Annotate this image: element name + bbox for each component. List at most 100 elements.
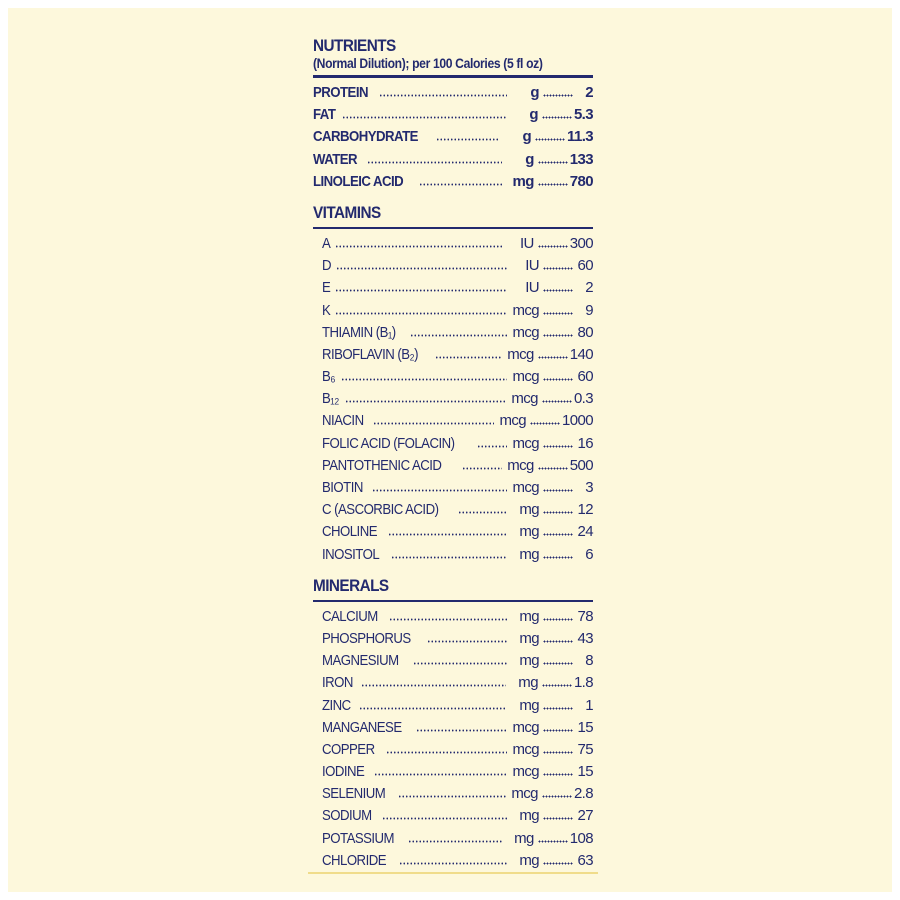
dot-leader [407,832,502,843]
unit: IU [525,257,539,275]
nutrient-row: C (ASCORBIC ACID) mg 12 [313,501,594,523]
dot-leader [543,610,573,621]
nutrient-row: NIACIN mcg 1000 [313,412,594,434]
amount: 780 [569,172,594,190]
amount: 5.3 [573,106,594,124]
title: NUTRIENTS [313,36,396,55]
nutrient-name: POTASSIUM [322,829,395,847]
dot-leader [340,371,507,382]
dot-leader [335,304,507,315]
dot-leader [426,632,507,643]
amount: 60 [577,257,594,275]
amount: 0.3 [573,390,594,408]
nutrient-row: CHLORIDE mg 63 [313,851,594,874]
dot-leader [385,743,507,754]
nutrient-row: CALCIUM mg 78 [313,607,594,630]
amount: 27 [577,807,594,825]
nutrient-name: CHLORIDE [322,851,387,869]
nutrient-name: LINOLEIC ACID [313,172,404,190]
dot-leader [543,854,573,865]
amount: 8 [585,652,593,670]
nutrient-row: D IU 60 [313,257,594,279]
section-title: VITAMINS [313,202,381,222]
amount: 133 [569,150,594,168]
unit: mcg [511,785,538,803]
nutrient-name: SELENIUM [322,785,386,803]
dot-leader [389,610,507,621]
dot-leader [537,832,568,843]
nutrient-name: NIACIN [322,412,364,430]
nutrient-name: ZINC [322,696,351,714]
amount: 43 [577,629,594,647]
amount: 9 [585,301,593,319]
dot-leader [419,175,502,186]
nutrient-name: B₁₂ [322,390,339,408]
nutrient-name: C (ASCORBIC ACID) [322,501,439,519]
unit: mcg [512,479,539,496]
nutrient-row: MAGNESIUM mg 8 [313,652,594,674]
nutrient-name: THIAMIN (B₁) [322,323,396,341]
nutrient-row: B₁₂ mcg 0.3 [313,390,594,412]
nutrient-row: SODIUM mg 27 [313,807,594,829]
amount: 3 [585,479,593,496]
amount: 140 [569,345,594,363]
amount: 63 [577,851,594,869]
nutrient-row: RIBOFLAVIN (B₂) mcg 140 [313,345,594,368]
dot-leader [416,721,507,732]
nutrient-row: A IU 300 [313,235,594,257]
unit: mg [519,607,539,625]
nutrient-row: INOSITOL mg 6 [313,545,594,568]
unit: mg [519,523,539,541]
amount: 15 [577,763,594,781]
unit: IU [525,279,539,297]
nutrient-name: PHOSPHORUS [322,629,411,647]
subtitle: (Normal Dilution); per 100 Calories (5 f… [313,56,543,71]
background: NUTRIENTS (Normal Dilution); per 100 Cal… [8,8,892,892]
unit: mg [519,501,539,519]
nutrient-name: RIBOFLAVIN (B₂) [322,345,419,363]
dot-leader [435,348,502,359]
dot-leader [409,326,507,337]
dot-leader [543,548,573,559]
dot-leader [543,282,573,293]
dot-leader [382,810,507,821]
nutrient-row: POTASSIUM mg 108 [313,829,594,852]
dot-leader [458,504,507,515]
amount: 108 [569,829,594,847]
unit: g [529,106,538,124]
amount: 75 [577,740,594,758]
unit: mg [519,545,539,563]
dot-leader [374,766,507,777]
dot-leader [541,788,572,799]
dot-leader [543,721,573,732]
nutrient-row: THIAMIN (B₁) mcg 80 [313,323,594,346]
unit: mg [519,851,539,869]
amount: 1.8 [573,674,594,692]
rule [313,75,593,78]
unit: g [530,84,539,101]
unit: mg [514,829,534,847]
dot-leader [543,371,573,382]
dot-leader [476,437,507,448]
dot-leader [535,131,566,142]
dot-leader [361,677,506,688]
nutrient-name: WATER [313,150,358,168]
dot-leader [543,326,573,337]
dot-leader [543,260,573,271]
rule [313,226,593,229]
nutrient-name: SODIUM [322,807,372,825]
unit: mcg [511,390,538,408]
nutrient-name: INOSITOL [322,545,380,563]
unit: mcg [512,301,539,319]
minerals-list: CALCIUM mg 78 PHOSPHORUS mg 43 MAGNESIUM mg 8 IRO… [313,607,594,874]
unit: mg [519,652,539,670]
dot-leader [379,87,507,97]
nutrient-name: MAGNESIUM [322,652,399,670]
dot-leader [436,131,500,142]
unit: mcg [512,323,539,341]
nutrient-row: BIOTIN mcg 3 [313,479,594,501]
dot-leader [537,348,568,359]
dot-leader [342,109,506,120]
